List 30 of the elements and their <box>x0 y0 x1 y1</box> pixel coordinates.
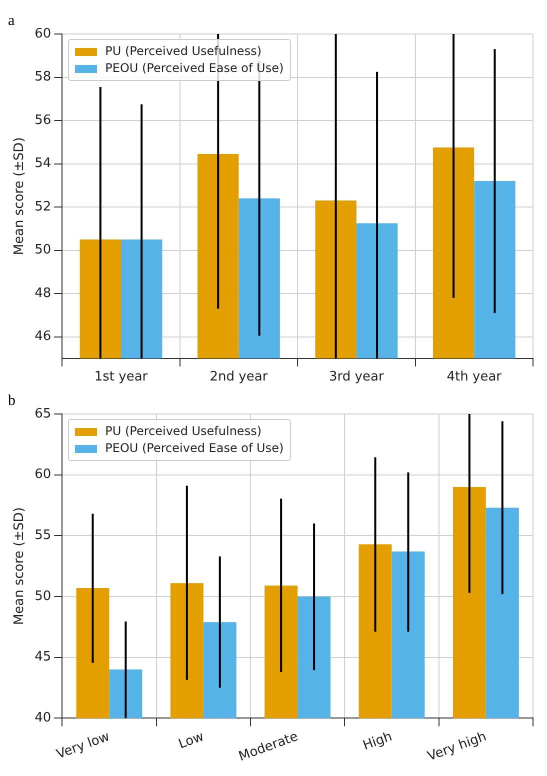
legend-label: PEOU (Perceived Ease of Use) <box>105 60 284 77</box>
legend-label: PEOU (Perceived Ease of Use) <box>105 440 284 457</box>
y-tick-label: 58 <box>34 70 52 85</box>
y-tick-label: 50 <box>34 242 52 258</box>
x-tick-label: High <box>361 729 394 754</box>
y-tick-label: 60 <box>34 26 52 42</box>
legend-label: PU (Perceived Usefulness) <box>105 43 262 60</box>
x-tick-label: Very high <box>426 729 488 764</box>
x-tick-label: 4th year <box>446 370 502 385</box>
legend-label: PU (Perceived Usefulness) <box>105 423 262 440</box>
y-tick-label: 45 <box>34 650 52 665</box>
chart-title: a <box>8 12 15 29</box>
y-axis-title: Mean score (±SD) <box>12 507 28 626</box>
y-tick-label: 40 <box>34 710 52 726</box>
y-tick-label: 55 <box>34 528 52 544</box>
x-tick-label: 1st year <box>94 370 148 385</box>
y-tick-label: 52 <box>34 199 52 214</box>
y-tick-label: 46 <box>34 329 52 344</box>
x-tick-label: Very low <box>54 729 112 762</box>
y-tick-label: 54 <box>34 156 52 172</box>
y-tick-label: 60 <box>34 467 52 482</box>
y-tick-label: 50 <box>34 588 52 604</box>
y-tick-label: 56 <box>34 112 52 128</box>
y-tick-label: 65 <box>34 406 52 422</box>
chart-title: b <box>8 392 16 409</box>
y-axis-title: Mean score (±SD) <box>12 137 28 256</box>
y-tick-label: 48 <box>34 286 52 301</box>
x-tick-label: 2nd year <box>210 370 268 385</box>
x-tick-label: Low <box>176 729 206 752</box>
x-tick-label: 3rd year <box>329 370 384 385</box>
